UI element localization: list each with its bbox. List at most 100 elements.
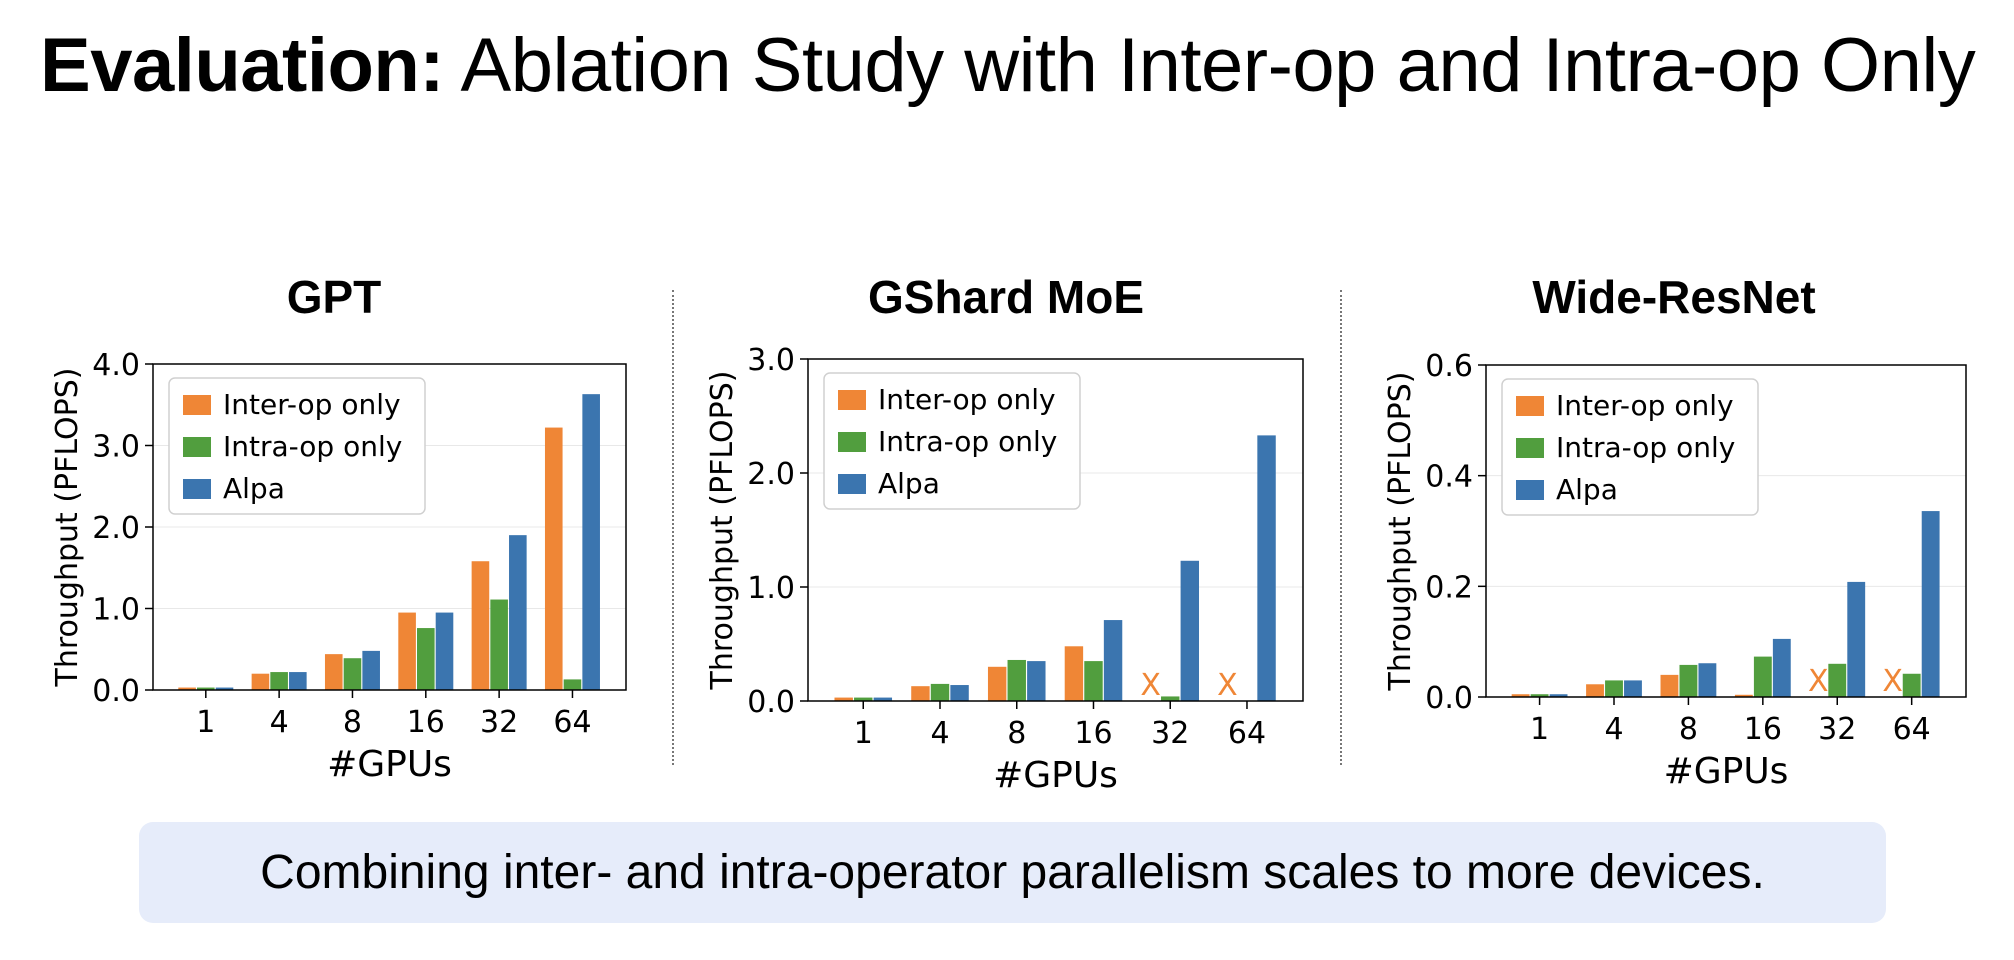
x-tick-label: 32	[1151, 716, 1189, 751]
y-axis-label: Throughput (PFLOPS)	[50, 368, 85, 688]
x-tick-label: 4	[1604, 712, 1623, 747]
bar-intra-op-only-32	[490, 599, 508, 690]
bar-intra-op-only-8	[1679, 664, 1698, 697]
legend-swatch	[1516, 396, 1544, 416]
bar-intra-op-only-16	[417, 628, 435, 690]
bar-intra-op-only-16	[1084, 661, 1103, 701]
x-tick-label: 16	[407, 705, 445, 740]
x-axis-label: #GPUs	[993, 755, 1118, 796]
y-tick-label: 2.0	[92, 511, 140, 546]
y-tick-label: 0.4	[1425, 460, 1473, 495]
x-tick-label: 16	[1074, 716, 1112, 751]
bar-intra-op-only-1	[1530, 694, 1549, 697]
legend-label: Intra-op only	[1556, 431, 1735, 464]
legend-label: Alpa	[1556, 473, 1618, 506]
chart-title-gpt: GPT	[286, 271, 382, 323]
chart-0: 0.0 1.0 2.0 3.0 4.0 1 4 8 16 32 64 #GPUs Throughput …	[50, 348, 627, 785]
bar-intra-op-only-64	[563, 679, 582, 690]
bar-alpa-1	[215, 687, 234, 690]
x-tick-label: 1	[854, 716, 873, 751]
bar-alpa-64	[582, 394, 600, 690]
y-tick-label: 4.0	[92, 348, 140, 383]
bar-alpa-4	[289, 672, 307, 690]
legend-swatch	[1516, 480, 1544, 500]
bar-intra-op-only-32	[1828, 663, 1847, 697]
bar-inter-op-only-32	[471, 561, 490, 690]
bar-alpa-32	[509, 535, 527, 690]
failed-mark: X	[1882, 664, 1903, 699]
bar-intra-op-only-1	[854, 697, 873, 701]
legend-box	[168, 377, 426, 515]
bar-alpa-16	[435, 612, 454, 690]
bar-inter-op-only-64	[544, 427, 563, 690]
x-tick-label: 32	[1818, 712, 1856, 747]
plot-frame	[152, 363, 627, 691]
failed-mark: X	[1140, 668, 1161, 703]
bar-inter-op-only-1	[178, 687, 196, 690]
bar-intra-op-only-8	[343, 658, 362, 690]
legend-swatch	[838, 390, 866, 410]
y-axis-label: Throughput (PFLOPS)	[705, 371, 740, 691]
x-tick-label: 64	[553, 705, 591, 740]
plot-frame	[807, 358, 1304, 702]
legend-swatch	[1516, 438, 1544, 458]
slide-title-bold: Evaluation:	[40, 23, 445, 108]
bar-alpa-16	[1103, 620, 1123, 701]
slide-title: Evaluation: Ablation Study with Inter-op…	[40, 22, 1976, 109]
bar-intra-op-only-1	[197, 687, 215, 690]
x-tick-label: 32	[480, 705, 518, 740]
y-tick-label: 1.0	[92, 593, 140, 628]
bar-inter-op-only-4	[251, 673, 270, 690]
x-tick-label: 4	[930, 716, 949, 751]
bar-alpa-8	[1027, 661, 1046, 701]
legend-label: Inter-op only	[1556, 389, 1734, 422]
x-tick-label: 64	[1228, 716, 1266, 751]
bar-inter-op-only-4	[911, 686, 930, 701]
y-tick-label: 0.2	[1425, 570, 1473, 605]
bar-inter-op-only-8	[324, 654, 343, 690]
bar-alpa-4	[1624, 680, 1642, 697]
x-axis-label: #GPUs	[327, 744, 452, 785]
bar-inter-op-only-8	[987, 666, 1007, 701]
bar-alpa-8	[1698, 663, 1717, 697]
bar-alpa-64	[1921, 511, 1940, 697]
bar-alpa-32	[1180, 560, 1200, 701]
legend-swatch	[183, 395, 211, 415]
bar-alpa-8	[362, 650, 380, 690]
bar-intra-op-only-4	[1605, 680, 1623, 697]
chart-title-wide-resnet: Wide-ResNet	[1532, 271, 1816, 323]
legend-label: Inter-op only	[223, 388, 401, 421]
y-tick-label: 0.0	[747, 685, 795, 720]
bar-inter-op-only-16	[398, 612, 416, 690]
x-tick-label: 4	[270, 705, 289, 740]
legend-label: Alpa	[878, 467, 940, 500]
x-axis-label: #GPUs	[1664, 751, 1789, 792]
y-tick-label: 0.6	[1425, 349, 1473, 384]
conclusion-text: Combining inter- and intra-operator para…	[260, 846, 1765, 899]
y-axis-label: Throughput (PFLOPS)	[1383, 372, 1418, 692]
bar-intra-op-only-32	[1161, 696, 1180, 701]
conclusion-callout: Combining inter- and intra-operator para…	[139, 822, 1886, 923]
failed-mark: X	[1808, 664, 1829, 699]
bar-inter-op-only-16	[1064, 646, 1084, 701]
y-tick-label: 2.0	[747, 457, 795, 492]
legend-label: Intra-op only	[223, 430, 402, 463]
x-tick-label: 8	[343, 705, 362, 740]
x-tick-label: 1	[1530, 712, 1549, 747]
bar-intra-op-only-8	[1007, 659, 1026, 701]
x-tick-label: 8	[1679, 712, 1698, 747]
x-tick-label: 16	[1744, 712, 1782, 747]
bar-intra-op-only-4	[930, 683, 950, 701]
bar-alpa-1	[1549, 694, 1568, 697]
legend-swatch	[838, 474, 866, 494]
legend-swatch	[183, 479, 211, 499]
bar-alpa-16	[1772, 638, 1791, 697]
bar-alpa-1	[873, 697, 893, 701]
legend-label: Alpa	[223, 472, 285, 505]
legend-box	[823, 372, 1081, 510]
plot-frame	[1485, 364, 1967, 698]
x-tick-label: 8	[1007, 716, 1026, 751]
bar-inter-op-only-16	[1734, 694, 1753, 697]
bar-inter-op-only-8	[1660, 674, 1679, 697]
x-tick-label: 64	[1893, 712, 1931, 747]
